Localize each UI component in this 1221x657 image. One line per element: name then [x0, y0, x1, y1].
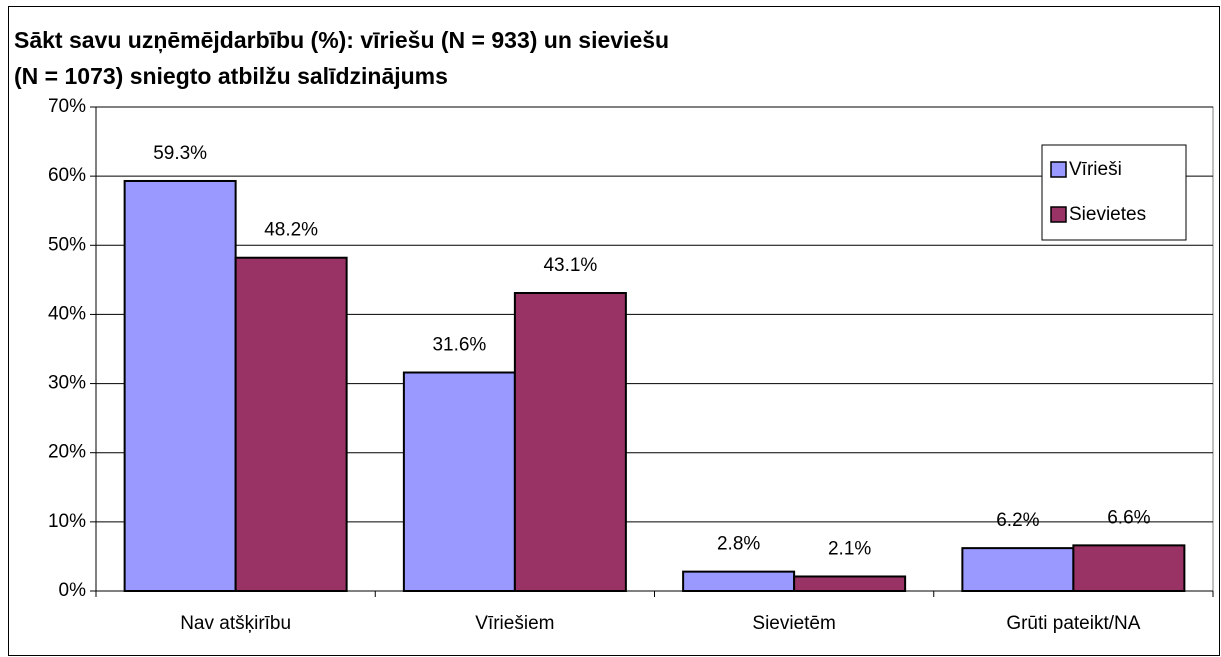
- legend-swatch: [1050, 206, 1067, 223]
- x-tick-label: Nav atšķirību: [180, 613, 291, 634]
- bar: [513, 291, 627, 592]
- bar: [1072, 544, 1186, 593]
- legend-label: Vīrieši: [1069, 159, 1122, 180]
- y-tick-label: 20%: [48, 442, 86, 463]
- x-tick-label: Grūti pateikt/NA: [1006, 613, 1140, 634]
- bar: [123, 179, 237, 593]
- bar: [961, 547, 1075, 592]
- y-tick-label: 60%: [48, 165, 86, 186]
- bar: [793, 575, 907, 592]
- x-tick-label: Vīriešiem: [475, 613, 554, 634]
- y-tick-label: 70%: [48, 96, 86, 117]
- value-label: 43.1%: [543, 255, 597, 276]
- bar: [682, 570, 796, 593]
- y-tick-label: 0%: [59, 580, 87, 601]
- legend: [1041, 144, 1187, 241]
- y-tick-label: 50%: [48, 234, 86, 255]
- value-label: 48.2%: [264, 220, 318, 241]
- y-tick-label: 10%: [48, 511, 86, 532]
- value-label: 6.2%: [996, 510, 1039, 531]
- chart-title: Sākt savu uzņēmējdarbību (%): vīriešu (N…: [14, 27, 669, 53]
- y-tick-label: 40%: [48, 303, 86, 324]
- value-label: 59.3%: [153, 143, 207, 164]
- value-label: 2.1%: [828, 538, 871, 559]
- y-tick-label: 30%: [48, 373, 86, 394]
- chart-title: (N = 1073) sniegto atbilžu salīdzinājums: [14, 63, 448, 89]
- x-tick-label: Sievietēm: [752, 613, 835, 634]
- legend-swatch: [1050, 161, 1067, 178]
- value-label: 31.6%: [432, 335, 486, 356]
- legend-label: Sievietes: [1069, 204, 1146, 225]
- bar: [402, 371, 516, 592]
- value-label: 2.8%: [717, 534, 760, 555]
- bar: [234, 256, 348, 592]
- value-label: 6.6%: [1107, 507, 1150, 528]
